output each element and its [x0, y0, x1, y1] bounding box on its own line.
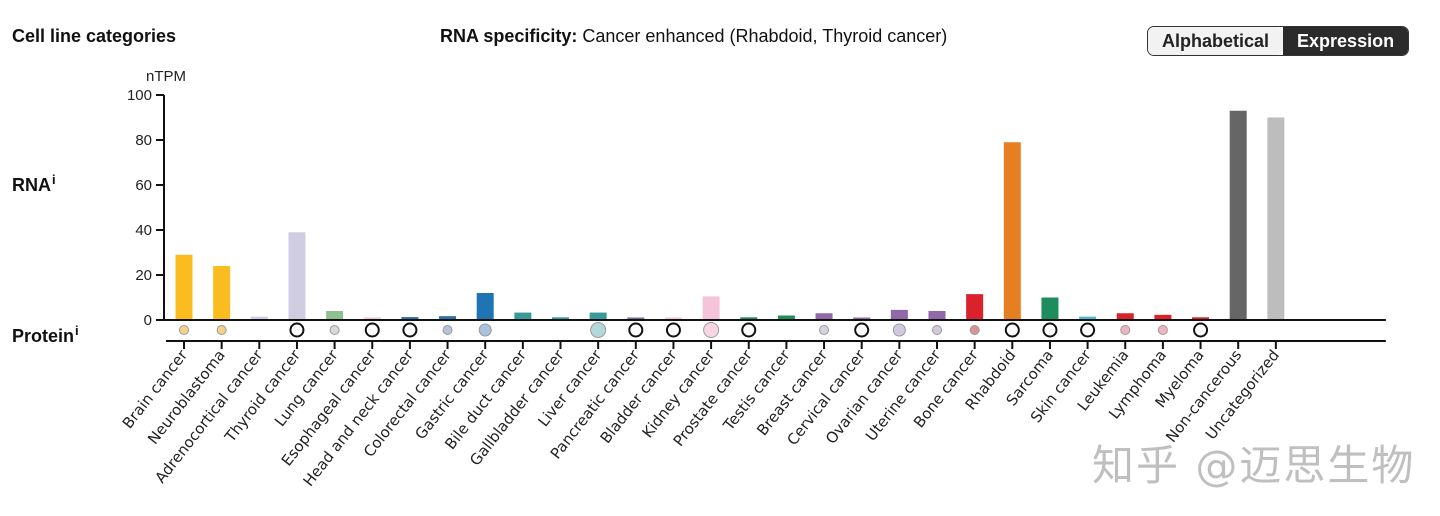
bar[interactable]: Leukemia: 3 nTPM	[1116, 313, 1134, 319]
bar[interactable]: Adrenocortical cancer: 1.5 nTPM	[250, 316, 268, 319]
bars: Brain cancer: 29 nTPM Neuroblastoma: 24 n…	[175, 110, 1285, 320]
sort-alphabetical-button[interactable]: Alphabetical	[1148, 27, 1284, 55]
bar[interactable]: Ovarian cancer: 4.5 nTPM	[890, 309, 908, 319]
protein-marker	[932, 325, 942, 335]
protein-info-icon[interactable]: i	[75, 323, 79, 338]
y-tick-label: 80	[135, 132, 152, 149]
protein-marker-not-detected	[364, 322, 380, 338]
protein-marker-not-detected	[1193, 322, 1209, 338]
sort-toggle: Alphabetical Expression	[1147, 26, 1410, 56]
bar[interactable]: Kidney cancer: 10.5 nTPM	[702, 296, 720, 319]
protein-marker	[329, 325, 340, 335]
bar[interactable]: Bladder cancer: 0.8 nTPM	[664, 317, 682, 320]
protein-marker	[442, 325, 453, 335]
protein-label-text: Protein	[12, 326, 75, 346]
bar[interactable]: Gastric cancer: 12 nTPM	[476, 293, 494, 319]
rna-label-text: RNA	[12, 175, 51, 195]
bar[interactable]: Neuroblastoma: 24 nTPM	[213, 266, 231, 319]
specificity-label: RNA specificity:	[440, 26, 578, 46]
y-tick-label: 0	[144, 312, 152, 329]
bar[interactable]: Myeloma: 1.2 nTPM	[1192, 317, 1210, 319]
y-tick-label: 60	[135, 177, 152, 194]
bar[interactable]: Colorectal cancer: 1.7 nTPM	[439, 316, 457, 319]
bar[interactable]: Liver cancer: 3.3 nTPM	[589, 312, 607, 319]
protein-marker-not-detected	[628, 322, 644, 338]
bar[interactable]: Lung cancer: 4 nTPM	[326, 311, 344, 319]
bar[interactable]: Testis cancer: 2 nTPM	[777, 315, 795, 320]
protein-marker	[703, 322, 720, 338]
bar[interactable]: Thyroid cancer: 39 nTPM	[288, 232, 306, 319]
protein-marker-not-detected	[665, 322, 681, 338]
bar[interactable]: Cervical cancer: 1 nTPM	[853, 317, 871, 320]
protein-marker-not-detected	[854, 322, 870, 338]
bar[interactable]: Pancreatic cancer: 1 nTPM	[627, 317, 645, 320]
rna-info-icon[interactable]: i	[52, 172, 56, 187]
x-axis: Brain cancerNeuroblastomaAdrenocortical …	[119, 340, 1386, 490]
protein-marker	[1157, 325, 1168, 335]
bar[interactable]: Sarcoma: 10 nTPM	[1041, 297, 1059, 320]
protein-marker-not-detected	[1080, 322, 1096, 338]
bar[interactable]: Uterine cancer: 4 nTPM	[928, 311, 946, 319]
y-tick-label: 20	[135, 267, 152, 284]
bar[interactable]: Head and neck cancer: 1.3 nTPM	[401, 317, 419, 319]
protein-marker	[892, 323, 906, 337]
bar[interactable]: Bone cancer: 11.5 nTPM	[966, 294, 984, 319]
y-tick-label: 100	[127, 87, 152, 104]
protein-marker	[590, 322, 607, 338]
protein-marker-not-detected	[741, 322, 757, 338]
protein-row-label: Proteini	[12, 323, 79, 347]
section-title: Cell line categories	[12, 26, 177, 46]
rna-row-label: RNAi	[12, 172, 56, 196]
bar[interactable]: Bile duct cancer: 3.3 nTPM	[514, 312, 532, 319]
bar[interactable]: Rhabdoid: 79 nTPM	[1003, 142, 1021, 319]
y-axis-label: nTPM	[146, 68, 186, 85]
bar[interactable]: Uncategorized: 90 nTPM	[1267, 117, 1285, 320]
bar[interactable]: Skin cancer: 1.5 nTPM	[1079, 316, 1097, 319]
bar[interactable]: Prostate cancer: 1.2 nTPM	[740, 317, 758, 319]
rna-specificity: RNA specificity: Cancer enhanced (Rhabdo…	[440, 26, 947, 47]
bar[interactable]: Brain cancer: 29 nTPM	[175, 254, 193, 319]
bar[interactable]: Lymphoma: 2.3 nTPM	[1154, 314, 1172, 319]
protein-marker	[969, 325, 980, 335]
protein-marker	[819, 325, 830, 335]
y-tick-label: 40	[135, 222, 152, 239]
protein-marker-not-detected	[402, 322, 418, 338]
sort-expression-button[interactable]: Expression	[1283, 27, 1409, 55]
protein-marker-not-detected	[289, 322, 305, 338]
bar[interactable]: Gallbladder cancer: 1.2 nTPM	[552, 317, 569, 319]
protein-marker-not-detected	[1004, 322, 1020, 338]
protein-marker	[1120, 325, 1131, 335]
bar[interactable]: Non-cancerous: 93 nTPM	[1229, 110, 1247, 319]
bar[interactable]: Breast cancer: 3 nTPM	[815, 313, 833, 319]
specificity-value: Cancer enhanced (Rhabdoid, Thyroid cance…	[582, 26, 948, 46]
protein-markers	[179, 322, 1209, 338]
bar[interactable]: Esophageal cancer: 0.6 nTPM	[363, 317, 381, 320]
y-axis: 0 20 40 60 80 100	[127, 87, 1386, 329]
protein-marker-not-detected	[1042, 322, 1058, 338]
protein-marker	[179, 325, 189, 335]
protein-marker	[478, 323, 492, 337]
protein-marker	[216, 325, 227, 335]
